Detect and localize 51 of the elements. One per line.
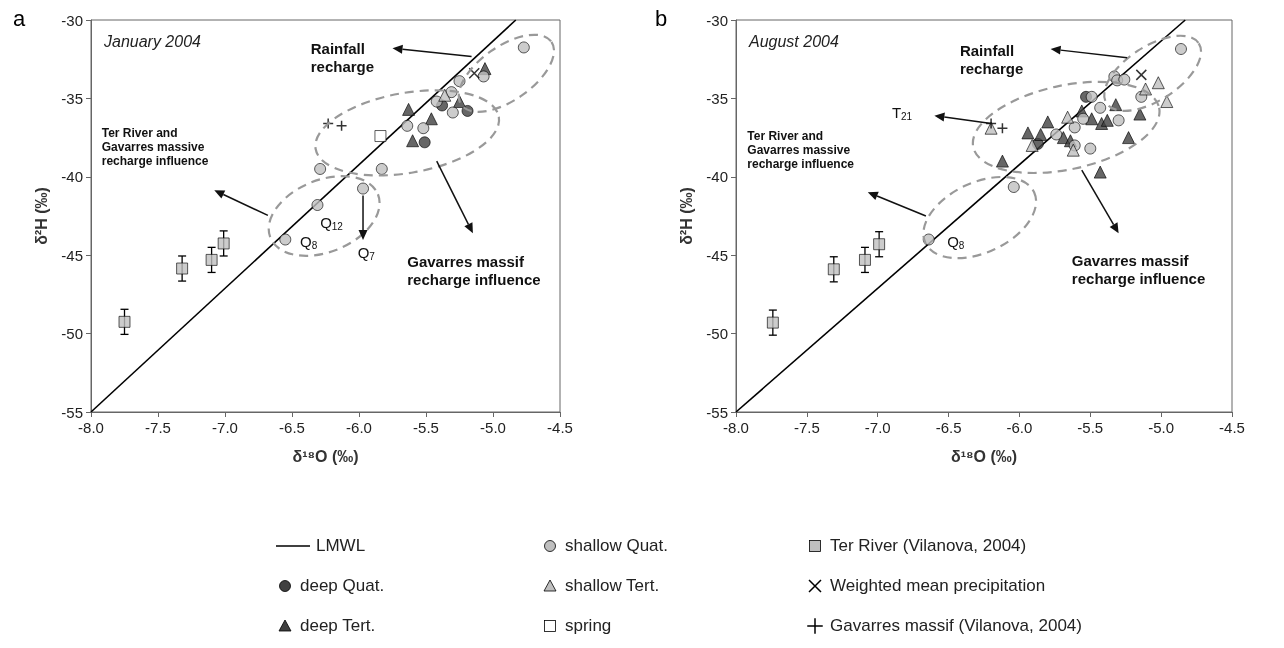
- legend-label: shallow Tert.: [565, 576, 660, 596]
- x-tick-label: -7.5: [145, 419, 171, 436]
- y-tick-label: -50: [706, 325, 728, 343]
- y-tick-label: -45: [706, 246, 728, 264]
- y-tick-label: -35: [706, 89, 728, 107]
- y-tick-label: -55: [61, 403, 83, 421]
- x-tick-label: -5.0: [480, 419, 506, 436]
- x-tick-label: -6.5: [935, 419, 962, 436]
- y-tick-label: -55: [706, 403, 728, 421]
- legend-label: spring: [565, 616, 612, 636]
- x-tick-label: -6.5: [279, 419, 305, 436]
- x-tick-label: -4.5: [547, 419, 573, 436]
- x-tick-label: -8.0: [723, 419, 749, 436]
- y-tick-label: -30: [706, 11, 728, 29]
- annotation: Gavarres massif recharge influence: [1071, 251, 1206, 287]
- legend-label: deep Quat.: [300, 576, 385, 596]
- y-tick-label: -50: [61, 325, 83, 343]
- x-tick-label: -7.0: [212, 419, 238, 436]
- x-axis-title: δ¹⁸O (‰): [292, 447, 359, 465]
- legend-label: LMWL: [316, 536, 366, 556]
- y-tick-label: -40: [706, 168, 728, 186]
- y-tick-label: -40: [61, 168, 83, 186]
- legend-label: shallow Quat.: [565, 536, 668, 556]
- annotation: Gavarres massif recharge influence: [407, 253, 541, 289]
- text: January 2004: [103, 32, 202, 50]
- x-tick-label: -6.0: [1006, 419, 1033, 436]
- x-tick-label: -4.5: [1219, 419, 1245, 436]
- x-tick-label: -7.5: [793, 419, 820, 436]
- chart-title: a: [13, 5, 26, 31]
- y-tick-label: -45: [61, 246, 83, 264]
- x-axis-title: δ¹⁸O (‰): [950, 447, 1018, 465]
- legend-label: Ter River (Vilanova, 2004): [830, 536, 1027, 556]
- legend-label: Weighted mean precipitation: [830, 576, 1046, 596]
- y-tick-label: -30: [61, 11, 83, 29]
- annotation: Rainfall recharge: [310, 40, 375, 76]
- x-tick-label: -5.5: [1077, 419, 1104, 436]
- chart-title: b: [655, 5, 668, 31]
- x-tick-label: -6.0: [346, 419, 372, 436]
- x-tick-label: -5.5: [413, 419, 439, 436]
- y-axis-title: δ²H (‰): [32, 187, 50, 245]
- annotation: Ter River and Gavarres massive recharge influence: [101, 126, 209, 169]
- y-axis-title: δ²H (‰): [677, 187, 695, 245]
- annotation: Ter River and Gavarres massive recharge influence: [747, 129, 855, 172]
- text: August 2004: [748, 32, 839, 50]
- x-tick-label: -8.0: [78, 419, 104, 436]
- x-tick-label: -5.0: [1148, 419, 1175, 436]
- y-tick-label: -35: [61, 89, 83, 107]
- legend-label: Gavarres massif (Vilanova, 2004): [830, 616, 1082, 636]
- x-tick-label: -7.0: [864, 419, 891, 436]
- legend-label: deep Tert.: [300, 616, 376, 636]
- annotation: Rainfall recharge: [959, 41, 1024, 77]
